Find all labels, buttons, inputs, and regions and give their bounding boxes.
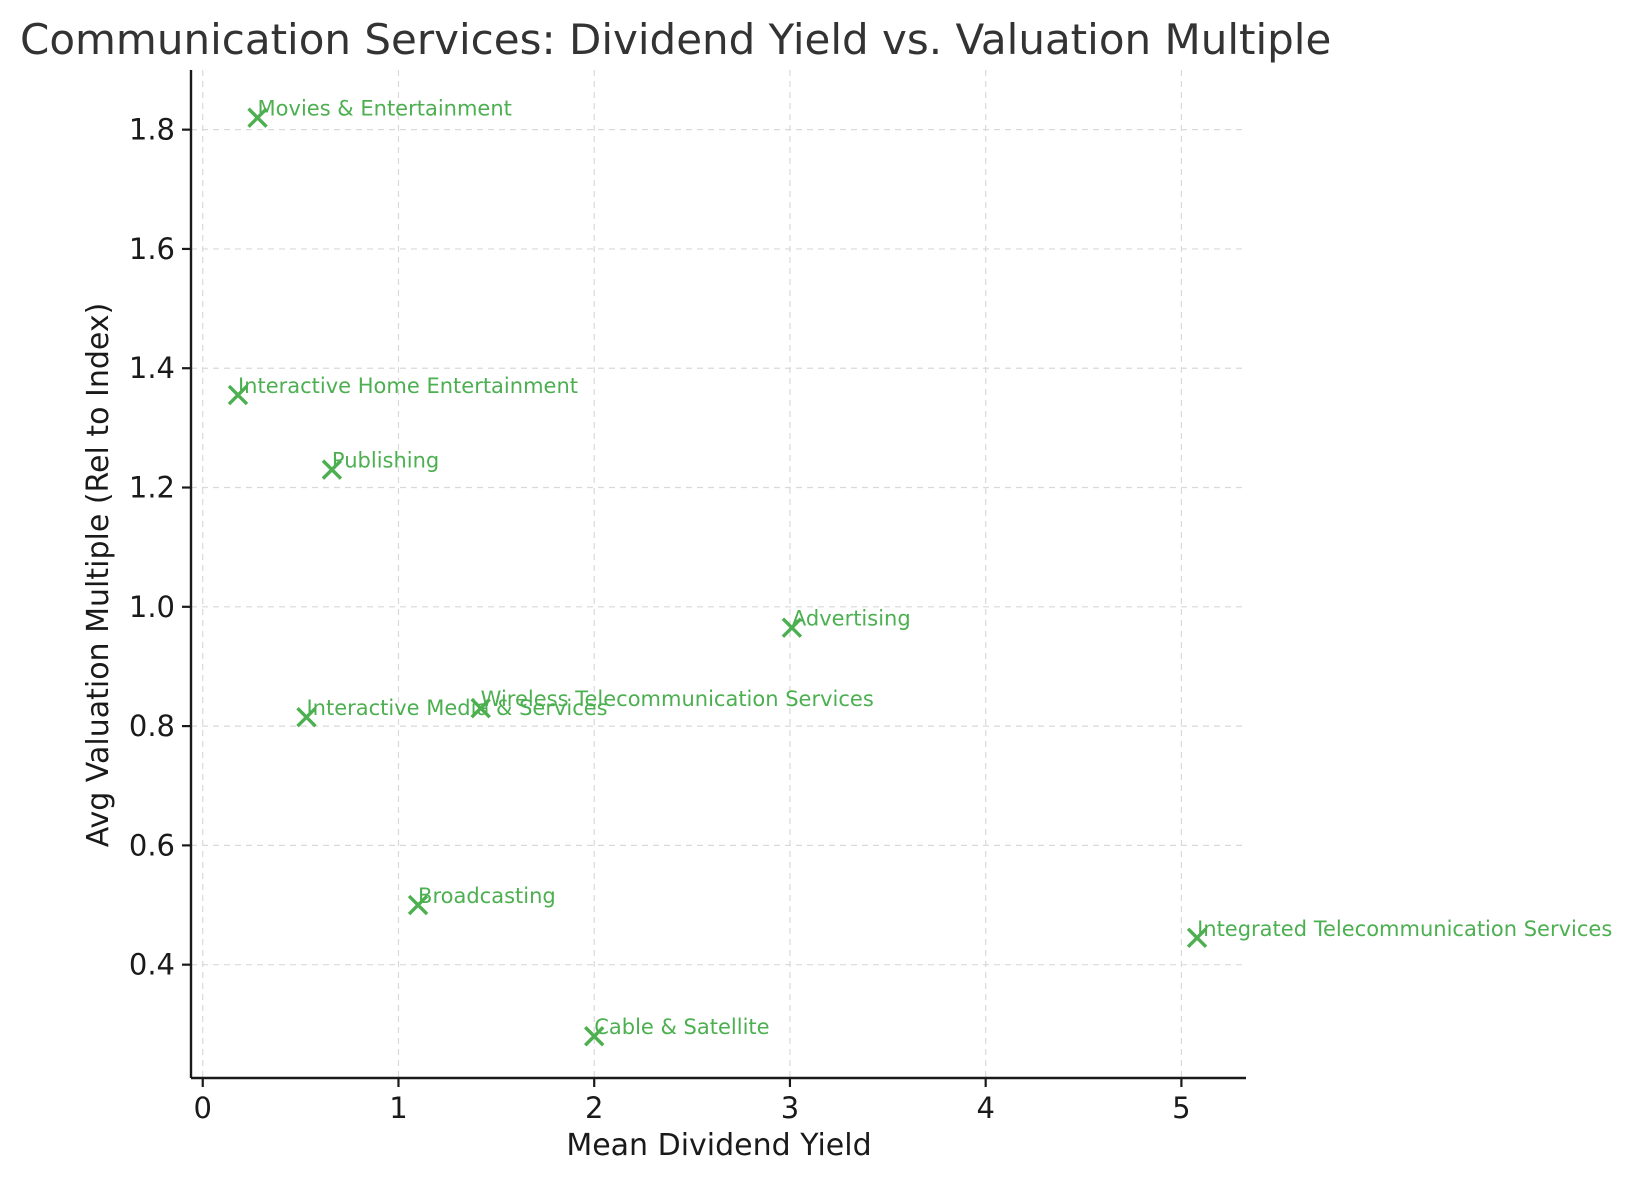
- x-tick-label: 2: [585, 1091, 603, 1125]
- y-tick-label: 1.4: [129, 351, 175, 385]
- x-marker: [781, 617, 803, 638]
- scatter-point: Advertising: [781, 607, 911, 638]
- x-tick-label: 1: [389, 1091, 407, 1125]
- points-layer: Movies & Entertainment Interactive Home E…: [227, 97, 1612, 1047]
- scatter-point: Wireless Telecommunication Services: [470, 687, 874, 719]
- scatter-point: Cable & Satellite: [584, 1015, 770, 1047]
- chart-title: Communication Services: Dividend Yield v…: [20, 15, 1331, 64]
- point-label: Movies & Entertainment: [258, 97, 512, 121]
- axes-layer: 0 1 2 3 4 5 0.4 0.6 0.8 1.0 1.2 1.4 1.6 1.8: [129, 70, 1246, 1125]
- point-label: Interactive Home Entertainment: [238, 374, 578, 398]
- x-marker: [227, 384, 249, 406]
- x-axis-label: Mean Dividend Yield: [566, 1128, 871, 1163]
- y-tick-label: 0.4: [129, 948, 175, 982]
- x-marker: [321, 459, 343, 480]
- y-tick-label: 1.8: [129, 113, 175, 147]
- x-marker: [584, 1026, 605, 1047]
- y-axis-label: Avg Valuation Multiple (Rel to Index): [81, 303, 116, 848]
- x-tick-label: 4: [976, 1091, 994, 1125]
- y-tick-label: 1.0: [129, 590, 175, 624]
- y-tick-label: 1.6: [129, 232, 175, 266]
- scatter-point: Integrated Telecommunication Services: [1186, 917, 1612, 949]
- x-marker: [296, 706, 317, 728]
- point-label: Broadcasting: [418, 884, 556, 908]
- x-marker: [407, 894, 429, 916]
- point-label: Interactive Media & Services: [306, 696, 607, 720]
- x-marker: [247, 107, 268, 128]
- y-tick-label: 0.6: [129, 828, 175, 862]
- grid-layer: [191, 70, 1246, 1078]
- x-tick-label: 3: [781, 1091, 799, 1125]
- scatter-point: Publishing: [321, 449, 439, 480]
- y-tick-label: 0.8: [129, 709, 175, 743]
- x-tick-label: 5: [1172, 1091, 1190, 1125]
- scatter-point: Movies & Entertainment: [247, 97, 512, 128]
- point-label: Advertising: [792, 607, 911, 631]
- point-label: Wireless Telecommunication Services: [481, 687, 874, 711]
- point-label: Publishing: [332, 449, 439, 473]
- scatter-point: Broadcasting: [407, 884, 556, 916]
- x-marker: [1186, 927, 1208, 949]
- y-tick-label: 1.2: [129, 471, 175, 505]
- scatter-point: Interactive Media & Services: [296, 696, 608, 728]
- scatter-point: Interactive Home Entertainment: [227, 374, 578, 406]
- x-tick-label: 0: [194, 1091, 212, 1125]
- x-marker: [470, 697, 491, 719]
- point-label: Cable & Satellite: [594, 1015, 769, 1039]
- point-label: Integrated Telecommunication Services: [1197, 917, 1612, 941]
